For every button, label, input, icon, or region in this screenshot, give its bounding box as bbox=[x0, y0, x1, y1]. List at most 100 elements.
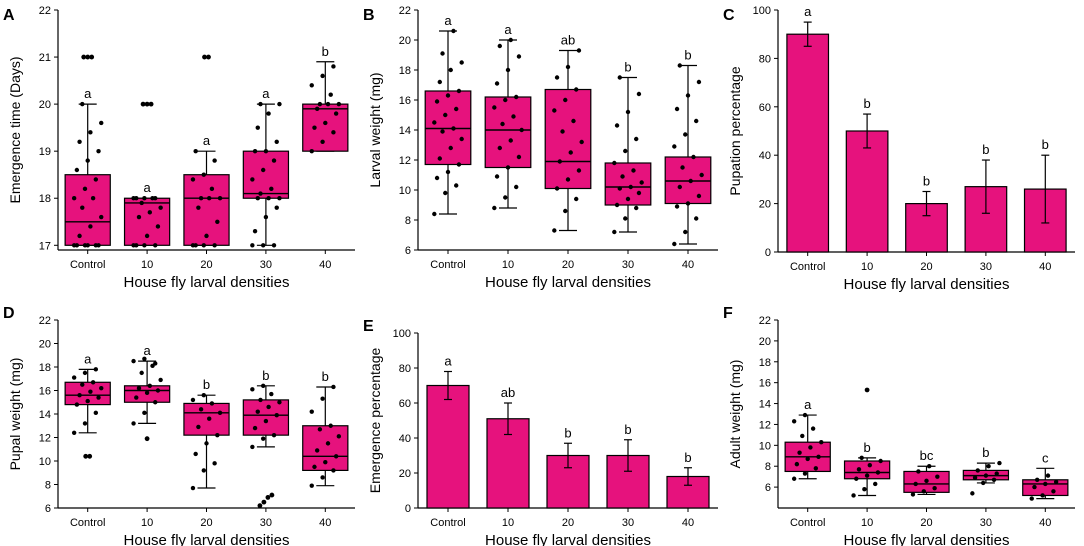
data-point bbox=[74, 167, 80, 173]
data-point bbox=[309, 409, 314, 414]
y-axis-title: Emergence time (Days) bbox=[7, 56, 23, 203]
outlier-point bbox=[269, 492, 275, 498]
data-point bbox=[617, 75, 622, 80]
data-point bbox=[201, 172, 206, 177]
data-point bbox=[331, 130, 336, 135]
data-point bbox=[791, 476, 797, 481]
y-tick-label: 20 bbox=[759, 199, 771, 211]
data-point bbox=[252, 228, 258, 234]
data-point bbox=[805, 456, 810, 462]
x-axis-title: House fly larval densities bbox=[485, 532, 651, 546]
bar-control: a bbox=[786, 4, 830, 253]
x-tick-label: 40 bbox=[1039, 261, 1051, 273]
data-point bbox=[492, 205, 497, 211]
data-point bbox=[924, 478, 929, 484]
data-point bbox=[274, 139, 279, 144]
data-point bbox=[625, 196, 631, 202]
x-tick-label: Control bbox=[790, 517, 825, 529]
data-point bbox=[85, 158, 90, 163]
significance-letter: b bbox=[863, 440, 870, 455]
data-point bbox=[519, 127, 524, 133]
data-point bbox=[677, 184, 682, 190]
significance-letter: b bbox=[624, 422, 631, 437]
data-point bbox=[190, 397, 196, 403]
data-point bbox=[250, 243, 255, 248]
y-tick-label: 8 bbox=[405, 215, 411, 227]
data-point bbox=[96, 395, 101, 400]
box-10: a bbox=[123, 101, 171, 248]
x-tick-label: 10 bbox=[861, 517, 873, 529]
data-point bbox=[255, 409, 260, 414]
data-point bbox=[260, 243, 266, 248]
data-point bbox=[250, 387, 255, 392]
data-point bbox=[328, 92, 333, 97]
y-tick-label: 0 bbox=[765, 247, 771, 259]
y-tick-label: 16 bbox=[39, 386, 51, 398]
data-point bbox=[672, 144, 677, 149]
x-tick-label: 40 bbox=[319, 259, 331, 271]
data-point bbox=[557, 159, 562, 164]
data-point bbox=[320, 475, 325, 480]
data-point bbox=[1032, 484, 1037, 490]
box-30: b bbox=[962, 445, 1010, 496]
data-point bbox=[312, 464, 317, 470]
bar bbox=[786, 33, 830, 253]
data-point bbox=[497, 145, 502, 151]
data-point bbox=[568, 150, 573, 155]
data-point bbox=[314, 448, 320, 453]
data-point bbox=[131, 421, 136, 426]
data-point bbox=[878, 458, 883, 464]
x-axis-title: House fly larval densities bbox=[844, 276, 1010, 293]
data-point bbox=[274, 412, 279, 418]
x-tick-label: 40 bbox=[319, 517, 331, 529]
data-point bbox=[574, 87, 579, 92]
box-20: a bbox=[183, 54, 230, 248]
iqr-box bbox=[183, 402, 230, 436]
data-point bbox=[576, 48, 582, 53]
data-point bbox=[620, 174, 625, 179]
data-point bbox=[614, 202, 620, 208]
x-tick-label: 20 bbox=[200, 517, 212, 529]
data-point bbox=[139, 370, 144, 376]
y-tick-label: 0 bbox=[405, 503, 411, 515]
data-point bbox=[136, 385, 142, 391]
data-point bbox=[927, 464, 932, 469]
data-point bbox=[153, 400, 158, 405]
data-point bbox=[576, 168, 582, 173]
x-tick-label: Control bbox=[790, 261, 825, 273]
data-point bbox=[144, 233, 150, 239]
data-point bbox=[271, 158, 277, 163]
y-tick-label: 8 bbox=[765, 461, 771, 473]
data-point bbox=[808, 445, 813, 450]
significance-letter: a bbox=[444, 13, 452, 28]
x-tick-label: 20 bbox=[562, 517, 574, 529]
data-point bbox=[560, 129, 565, 134]
x-tick-label: 40 bbox=[1039, 517, 1051, 529]
y-tick-label: 22 bbox=[39, 5, 51, 17]
data-point bbox=[142, 410, 147, 416]
data-point bbox=[574, 196, 579, 202]
data-point bbox=[494, 174, 500, 179]
y-tick-label: 60 bbox=[399, 398, 411, 410]
data-point bbox=[683, 132, 688, 137]
data-point bbox=[147, 210, 153, 215]
data-point bbox=[99, 385, 104, 391]
y-tick-label: 20 bbox=[399, 35, 411, 47]
y-tick-label: 12 bbox=[39, 433, 51, 445]
data-point bbox=[1040, 493, 1045, 498]
x-axis-title: House fly larval densities bbox=[844, 532, 1010, 546]
data-point bbox=[142, 356, 147, 361]
data-point bbox=[456, 162, 462, 167]
significance-letter: b bbox=[564, 425, 571, 440]
box-10: a bbox=[123, 343, 171, 442]
data-point bbox=[309, 483, 314, 488]
data-point bbox=[862, 487, 867, 492]
data-point bbox=[443, 190, 448, 196]
x-tick-label: 20 bbox=[562, 259, 574, 271]
data-point bbox=[991, 477, 997, 482]
data-point bbox=[263, 214, 269, 220]
panel-letter: D bbox=[3, 305, 15, 322]
box-20: ab bbox=[544, 33, 592, 233]
data-point bbox=[201, 468, 206, 473]
panel-e: E 0 20 40 60 80 100 Emergence percentage Control… bbox=[363, 318, 718, 546]
